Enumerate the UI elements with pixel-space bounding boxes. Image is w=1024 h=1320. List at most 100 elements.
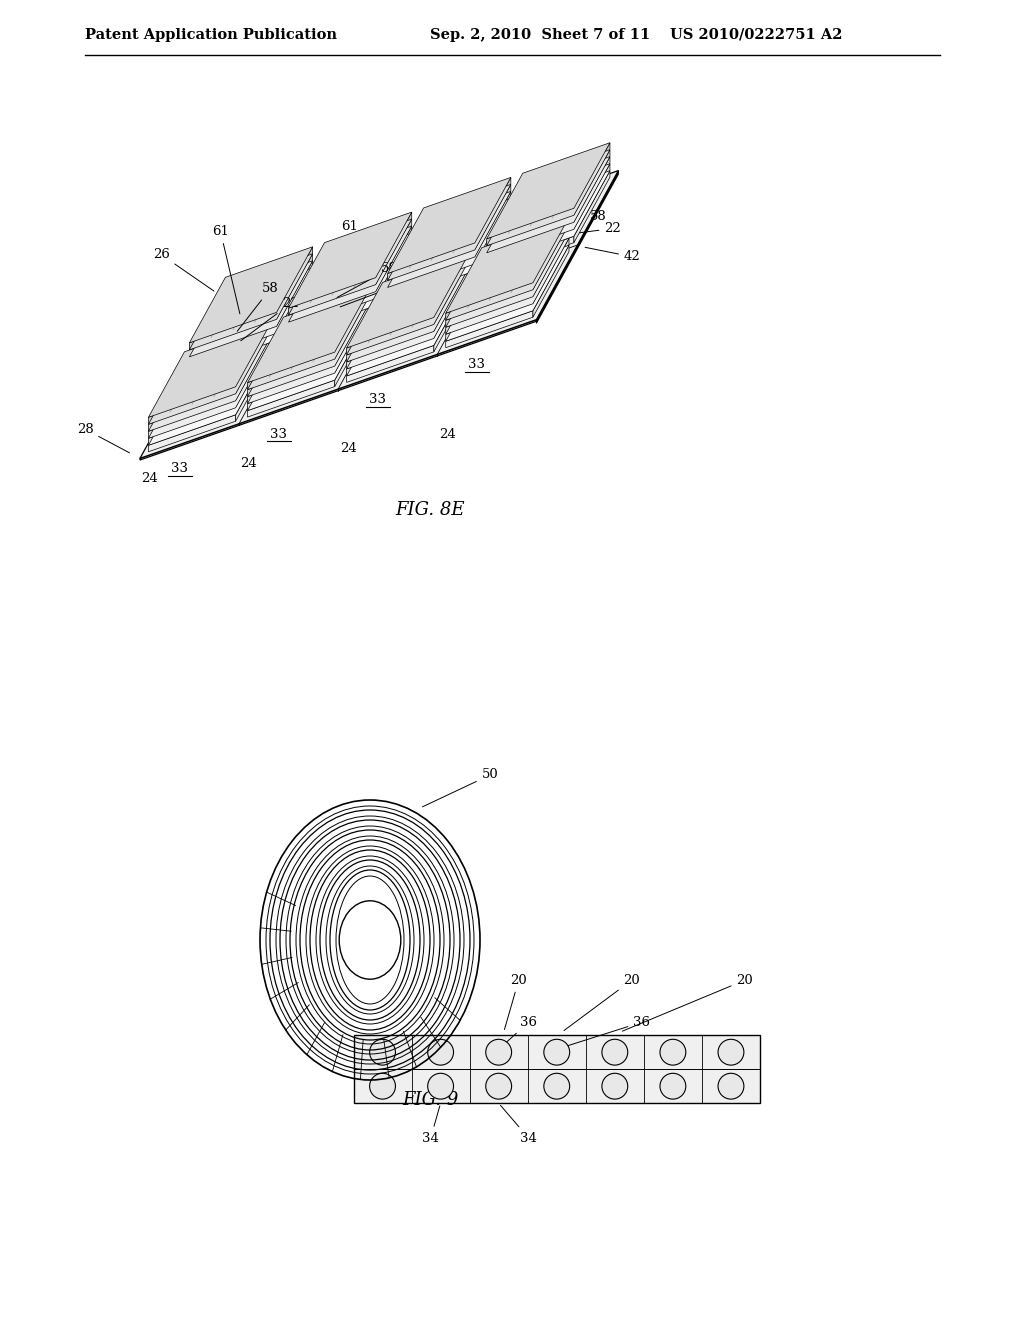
Polygon shape xyxy=(486,222,573,259)
Polygon shape xyxy=(532,246,569,317)
Polygon shape xyxy=(376,219,412,292)
Polygon shape xyxy=(276,253,312,326)
Polygon shape xyxy=(445,304,532,341)
Polygon shape xyxy=(346,346,434,383)
Bar xyxy=(353,1035,760,1104)
Text: 22: 22 xyxy=(241,297,299,341)
Circle shape xyxy=(370,1039,395,1065)
Polygon shape xyxy=(346,331,434,368)
Text: 61: 61 xyxy=(534,181,556,216)
Polygon shape xyxy=(387,243,475,280)
Polygon shape xyxy=(537,170,618,321)
Polygon shape xyxy=(248,352,335,389)
Polygon shape xyxy=(189,261,312,356)
Polygon shape xyxy=(289,306,376,343)
Text: 28: 28 xyxy=(77,422,130,453)
Polygon shape xyxy=(387,177,511,273)
Circle shape xyxy=(428,1039,454,1065)
Polygon shape xyxy=(289,285,376,322)
Text: FIG. 8E: FIG. 8E xyxy=(395,502,465,519)
Polygon shape xyxy=(236,335,271,408)
Polygon shape xyxy=(445,290,532,327)
Text: 58: 58 xyxy=(238,282,279,331)
Polygon shape xyxy=(445,231,569,327)
Polygon shape xyxy=(148,329,271,424)
Circle shape xyxy=(718,1073,743,1100)
Polygon shape xyxy=(276,268,312,339)
Polygon shape xyxy=(486,164,610,260)
Polygon shape xyxy=(475,206,511,277)
Polygon shape xyxy=(445,218,569,313)
Polygon shape xyxy=(148,408,236,445)
Polygon shape xyxy=(486,215,573,252)
Text: 42: 42 xyxy=(585,247,641,263)
Polygon shape xyxy=(148,414,236,451)
Polygon shape xyxy=(387,271,475,308)
Polygon shape xyxy=(289,219,412,315)
Text: 36: 36 xyxy=(501,1015,538,1047)
Polygon shape xyxy=(289,226,412,322)
Polygon shape xyxy=(289,213,412,308)
Polygon shape xyxy=(335,314,371,387)
Polygon shape xyxy=(276,247,312,318)
Polygon shape xyxy=(376,234,412,305)
Polygon shape xyxy=(236,350,271,421)
Polygon shape xyxy=(486,170,610,267)
Polygon shape xyxy=(376,226,412,298)
Polygon shape xyxy=(376,213,412,284)
Polygon shape xyxy=(486,149,610,246)
Polygon shape xyxy=(475,177,511,249)
Polygon shape xyxy=(486,157,610,253)
Text: FIG. 9: FIG. 9 xyxy=(401,1092,458,1109)
Polygon shape xyxy=(148,393,236,430)
Circle shape xyxy=(602,1039,628,1065)
Polygon shape xyxy=(276,275,312,347)
Polygon shape xyxy=(475,185,511,256)
Polygon shape xyxy=(486,209,573,246)
Polygon shape xyxy=(248,314,371,411)
Text: 61: 61 xyxy=(212,224,240,314)
Polygon shape xyxy=(248,359,335,396)
Text: 24: 24 xyxy=(241,457,257,470)
Polygon shape xyxy=(573,164,610,236)
Text: 58: 58 xyxy=(536,210,606,228)
Text: 34: 34 xyxy=(501,1105,538,1144)
Polygon shape xyxy=(573,143,610,215)
Polygon shape xyxy=(189,247,312,343)
Polygon shape xyxy=(189,275,312,371)
Polygon shape xyxy=(434,259,470,331)
Polygon shape xyxy=(532,224,569,296)
Polygon shape xyxy=(475,191,511,264)
Text: 20: 20 xyxy=(564,974,640,1031)
Text: 24: 24 xyxy=(438,428,456,441)
Circle shape xyxy=(428,1073,454,1100)
Circle shape xyxy=(660,1073,686,1100)
Polygon shape xyxy=(335,286,371,359)
Polygon shape xyxy=(276,261,312,333)
Polygon shape xyxy=(434,265,470,338)
Polygon shape xyxy=(537,173,618,323)
Polygon shape xyxy=(346,338,434,375)
Text: 34: 34 xyxy=(422,1106,440,1144)
Polygon shape xyxy=(486,143,610,239)
Polygon shape xyxy=(573,157,610,228)
Polygon shape xyxy=(532,231,569,304)
Polygon shape xyxy=(445,297,532,334)
Polygon shape xyxy=(148,387,236,424)
Polygon shape xyxy=(148,350,271,445)
Polygon shape xyxy=(148,342,271,438)
Text: 22: 22 xyxy=(340,276,413,306)
Polygon shape xyxy=(148,401,236,438)
Text: 61: 61 xyxy=(434,201,457,252)
Circle shape xyxy=(485,1073,512,1100)
Polygon shape xyxy=(486,236,573,273)
Polygon shape xyxy=(445,246,569,342)
Polygon shape xyxy=(475,198,511,271)
Polygon shape xyxy=(532,218,569,289)
Polygon shape xyxy=(236,342,271,414)
Circle shape xyxy=(370,1073,395,1100)
Text: 33: 33 xyxy=(171,462,188,475)
Polygon shape xyxy=(445,310,532,347)
Polygon shape xyxy=(248,380,335,417)
Polygon shape xyxy=(248,293,371,389)
